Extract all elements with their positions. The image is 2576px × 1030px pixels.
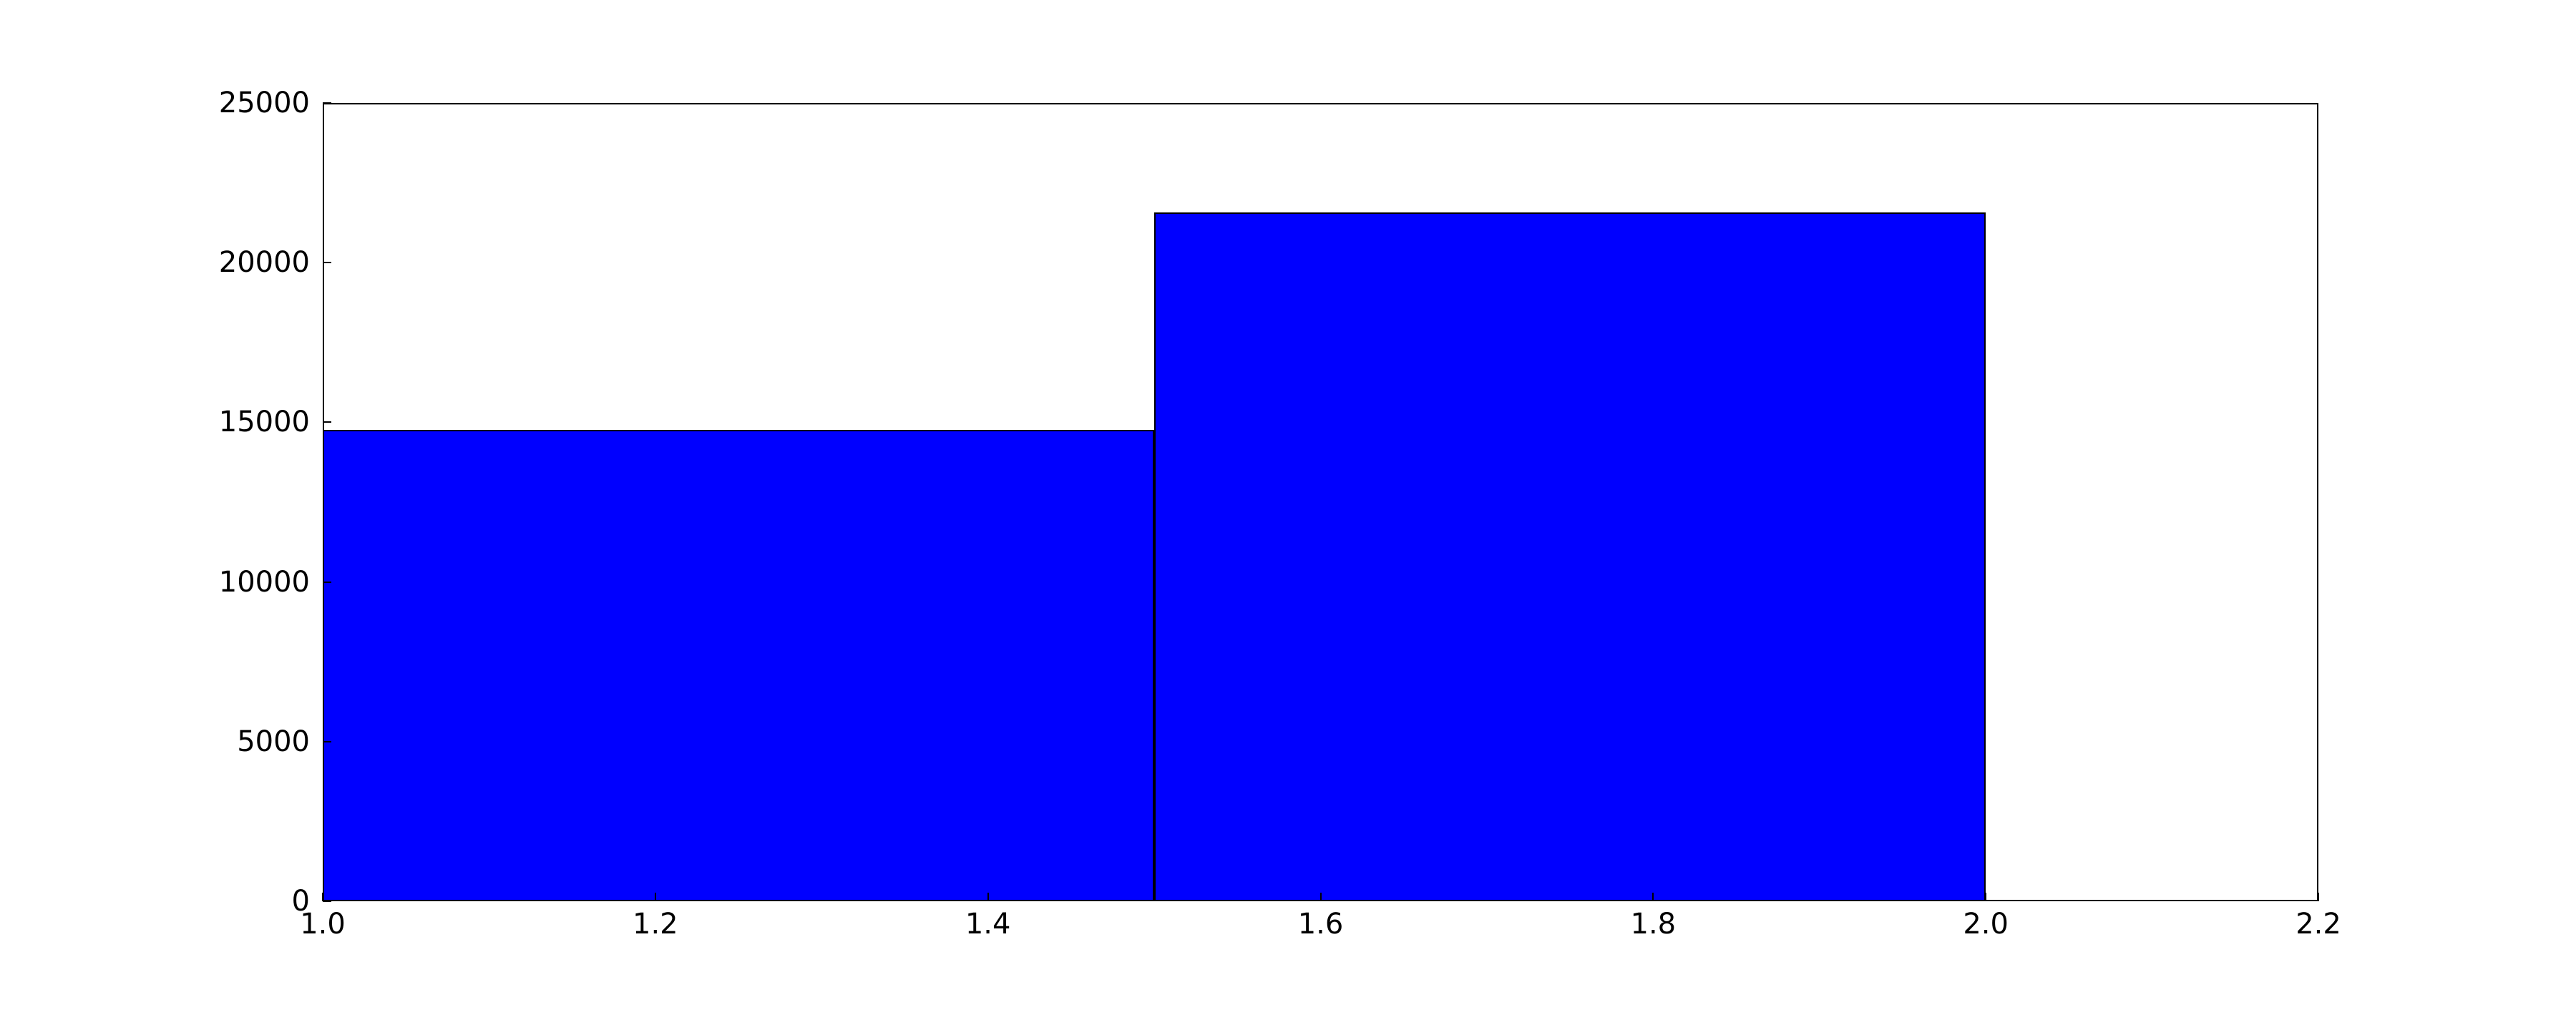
x-tick-label-1.0: 1.0 — [300, 908, 346, 941]
axis-spine-top — [323, 103, 2318, 104]
y-tick-label-0: 0 — [291, 885, 310, 918]
y-tick-label-5000: 5000 — [237, 725, 310, 758]
plot-axes-area — [322, 102, 2319, 902]
y-tick-label-15000: 15000 — [218, 406, 310, 439]
y-tick-mark-10000 — [323, 581, 331, 583]
plot-canvas — [322, 102, 2319, 902]
y-tick-mark-15000 — [323, 421, 331, 423]
x-tick-mark-2.2 — [2318, 893, 2319, 901]
x-tick-mark-1.4 — [987, 893, 989, 901]
y-tick-label-25000: 25000 — [218, 87, 310, 119]
y-tick-mark-0 — [323, 901, 331, 902]
bar-2 — [1154, 212, 1986, 901]
x-tick-label-2.2: 2.2 — [2296, 908, 2341, 941]
axis-spine-bottom — [323, 900, 2318, 901]
x-tick-label-2.0: 2.0 — [1963, 908, 2009, 941]
x-tick-label-1.2: 1.2 — [633, 908, 678, 941]
bar-1 — [323, 430, 1155, 901]
axis-spine-right — [2317, 103, 2318, 901]
x-tick-mark-1.6 — [1319, 893, 1322, 901]
y-tick-mark-5000 — [323, 740, 331, 742]
x-tick-label-1.6: 1.6 — [1297, 908, 1344, 941]
x-tick-mark-2.0 — [1985, 893, 1987, 901]
x-tick-mark-1.8 — [1652, 893, 1654, 901]
x-tick-label-1.4: 1.4 — [965, 908, 1011, 941]
axis-spine-left — [323, 103, 324, 901]
y-tick-mark-20000 — [323, 262, 331, 264]
x-tick-mark-1.2 — [654, 893, 656, 901]
y-tick-label-20000: 20000 — [218, 246, 310, 280]
x-tick-label-1.8: 1.8 — [1630, 908, 1677, 941]
y-tick-label-10000: 10000 — [218, 565, 310, 599]
